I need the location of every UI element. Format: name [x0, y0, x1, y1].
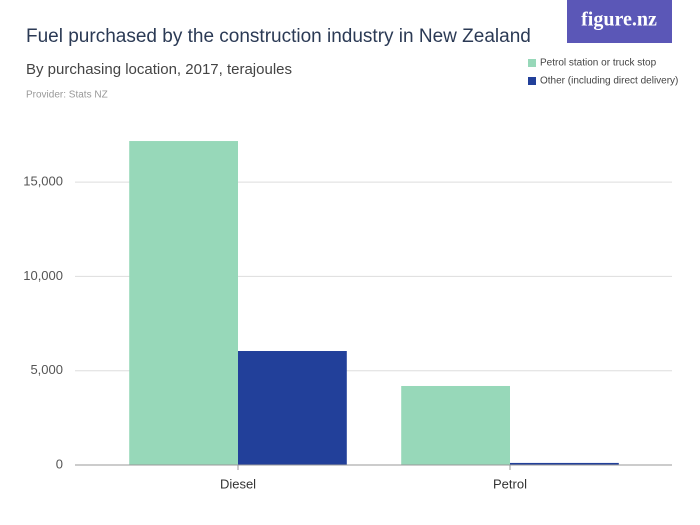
- x-tick-label: Diesel: [220, 476, 256, 491]
- y-tick-label: 5,000: [30, 362, 63, 377]
- chart-subtitle: By purchasing location, 2017, terajoules: [26, 61, 292, 78]
- provider: Provider: Stats NZ: [26, 90, 108, 101]
- legend-label: Petrol station or truck stop: [540, 58, 657, 69]
- bar: [238, 351, 347, 465]
- y-tick-label: 10,000: [23, 268, 63, 283]
- bar: [401, 385, 510, 465]
- y-tick-label: 0: [56, 456, 63, 471]
- legend-label: Other (including direct delivery): [540, 76, 678, 87]
- x-tick-label: Petrol: [493, 476, 527, 491]
- y-tick-label: 15,000: [23, 174, 63, 189]
- legend-swatch: [528, 77, 536, 85]
- logo: figure.nz: [581, 9, 657, 31]
- chart-title: Fuel purchased by the construction indus…: [26, 26, 531, 47]
- logo-box: [567, 0, 672, 43]
- bar: [510, 462, 619, 465]
- legend-swatch: [528, 59, 536, 67]
- bar: [129, 141, 238, 465]
